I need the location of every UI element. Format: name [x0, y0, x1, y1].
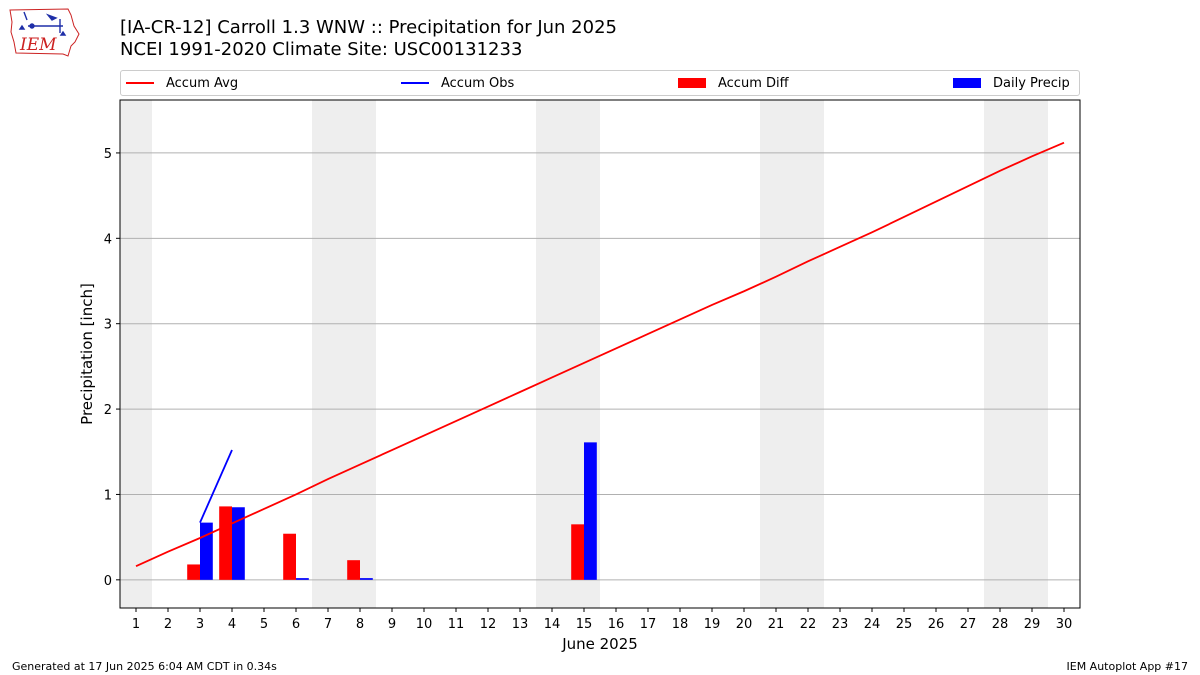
x-tick-label-18: 18 — [672, 617, 689, 632]
legend-item-accum-diff: Accum Diff — [678, 71, 789, 95]
x-tick-label-15: 15 — [576, 617, 593, 632]
weather-instrument-icon — [18, 11, 67, 36]
legend-label-accum-obs: Accum Obs — [441, 75, 515, 91]
x-tick-label-1: 1 — [132, 617, 140, 632]
x-tick-label-3: 3 — [196, 617, 204, 632]
y-axis-label: Precipitation [inch] — [78, 283, 96, 425]
chart-title: [IA-CR-12] Carroll 1.3 WNW :: Precipitat… — [120, 17, 617, 38]
y-tick-label-3: 3 — [104, 318, 112, 333]
line-accum-obs — [199, 449, 233, 523]
x-tick-label-14: 14 — [544, 617, 561, 632]
legend-label-daily-precip: Daily Precip — [993, 75, 1070, 91]
legend-label-accum-diff: Accum Diff — [718, 75, 789, 91]
legend-label-accum-avg: Accum Avg — [166, 75, 239, 91]
legend-swatch-accum-obs — [401, 82, 429, 84]
x-tick-label-22: 22 — [800, 617, 817, 632]
plot-frame — [119, 99, 1081, 609]
y-tick-label-2: 2 — [104, 403, 112, 418]
x-tick-label-13: 13 — [512, 617, 529, 632]
x-tick-label-25: 25 — [896, 617, 913, 632]
bar-daily-precip-day-8 — [360, 578, 373, 580]
x-tick-label-8: 8 — [356, 617, 364, 632]
x-tick-label-23: 23 — [832, 617, 849, 632]
bar-accum-diff-day-6 — [283, 533, 296, 580]
bar-accum-diff-day-15 — [571, 524, 584, 580]
weekend-shade-0 — [120, 100, 152, 608]
x-tick-label-27: 27 — [960, 617, 977, 632]
bar-accum-diff-day-3 — [187, 564, 200, 580]
bar-daily-precip-day-3 — [200, 522, 213, 580]
bar-daily-precip-day-4 — [232, 507, 245, 580]
legend-swatch-accum-diff — [678, 78, 706, 88]
weekend-shade-1 — [312, 100, 376, 608]
x-axis-label: June 2025 — [561, 635, 638, 653]
bar-daily-precip-day-6 — [296, 578, 309, 580]
chart-legend: Accum Avg Accum Obs Accum Diff Daily Pre… — [120, 70, 1080, 96]
line-accum-avg — [135, 141, 1065, 567]
legend-item-accum-avg: Accum Avg — [126, 71, 238, 95]
bar-accum-diff-day-4 — [219, 506, 232, 580]
iem-logo: IEM — [9, 8, 80, 57]
x-tick-label-20: 20 — [736, 617, 753, 632]
legend-swatch-daily-precip — [953, 78, 981, 88]
iem-logo-text: IEM — [19, 35, 57, 55]
x-tick-label-26: 26 — [928, 617, 945, 632]
legend-item-daily-precip: Daily Precip — [953, 71, 1070, 95]
x-tick-label-2: 2 — [164, 617, 172, 632]
x-tick-label-5: 5 — [260, 617, 268, 632]
x-tick-label-24: 24 — [864, 617, 881, 632]
y-tick-label-0: 0 — [104, 574, 112, 589]
x-tick-label-21: 21 — [768, 617, 785, 632]
iowa-state-outline — [9, 8, 80, 57]
x-tick-label-28: 28 — [992, 617, 1009, 632]
bar-accum-diff-day-8 — [347, 560, 360, 580]
x-tick-label-17: 17 — [640, 617, 657, 632]
legend-item-accum-obs: Accum Obs — [401, 71, 514, 95]
x-tick-label-7: 7 — [324, 617, 332, 632]
y-tick-label-5: 5 — [104, 147, 112, 162]
x-tick-label-9: 9 — [388, 617, 396, 632]
weekend-shade-4 — [984, 100, 1048, 608]
x-tick-label-30: 30 — [1056, 617, 1073, 632]
x-tick-label-4: 4 — [228, 617, 236, 632]
generated-timestamp: Generated at 17 Jun 2025 6:04 AM CDT in … — [12, 660, 277, 673]
x-tick-label-29: 29 — [1024, 617, 1041, 632]
x-tick-label-6: 6 — [292, 617, 300, 632]
chart-subtitle: NCEI 1991-2020 Climate Site: USC00131233 — [120, 39, 523, 60]
y-tick-label-4: 4 — [104, 232, 112, 247]
weekend-shade-3 — [760, 100, 824, 608]
x-tick-label-19: 19 — [704, 617, 721, 632]
x-tick-label-12: 12 — [480, 617, 497, 632]
bar-daily-precip-day-15 — [584, 442, 597, 580]
x-tick-label-16: 16 — [608, 617, 625, 632]
autoplot-app-label: IEM Autoplot App #17 — [1066, 660, 1189, 673]
x-tick-label-11: 11 — [448, 617, 465, 632]
x-tick-label-10: 10 — [416, 617, 433, 632]
y-tick-label-1: 1 — [104, 488, 112, 503]
legend-swatch-accum-avg — [126, 82, 154, 84]
